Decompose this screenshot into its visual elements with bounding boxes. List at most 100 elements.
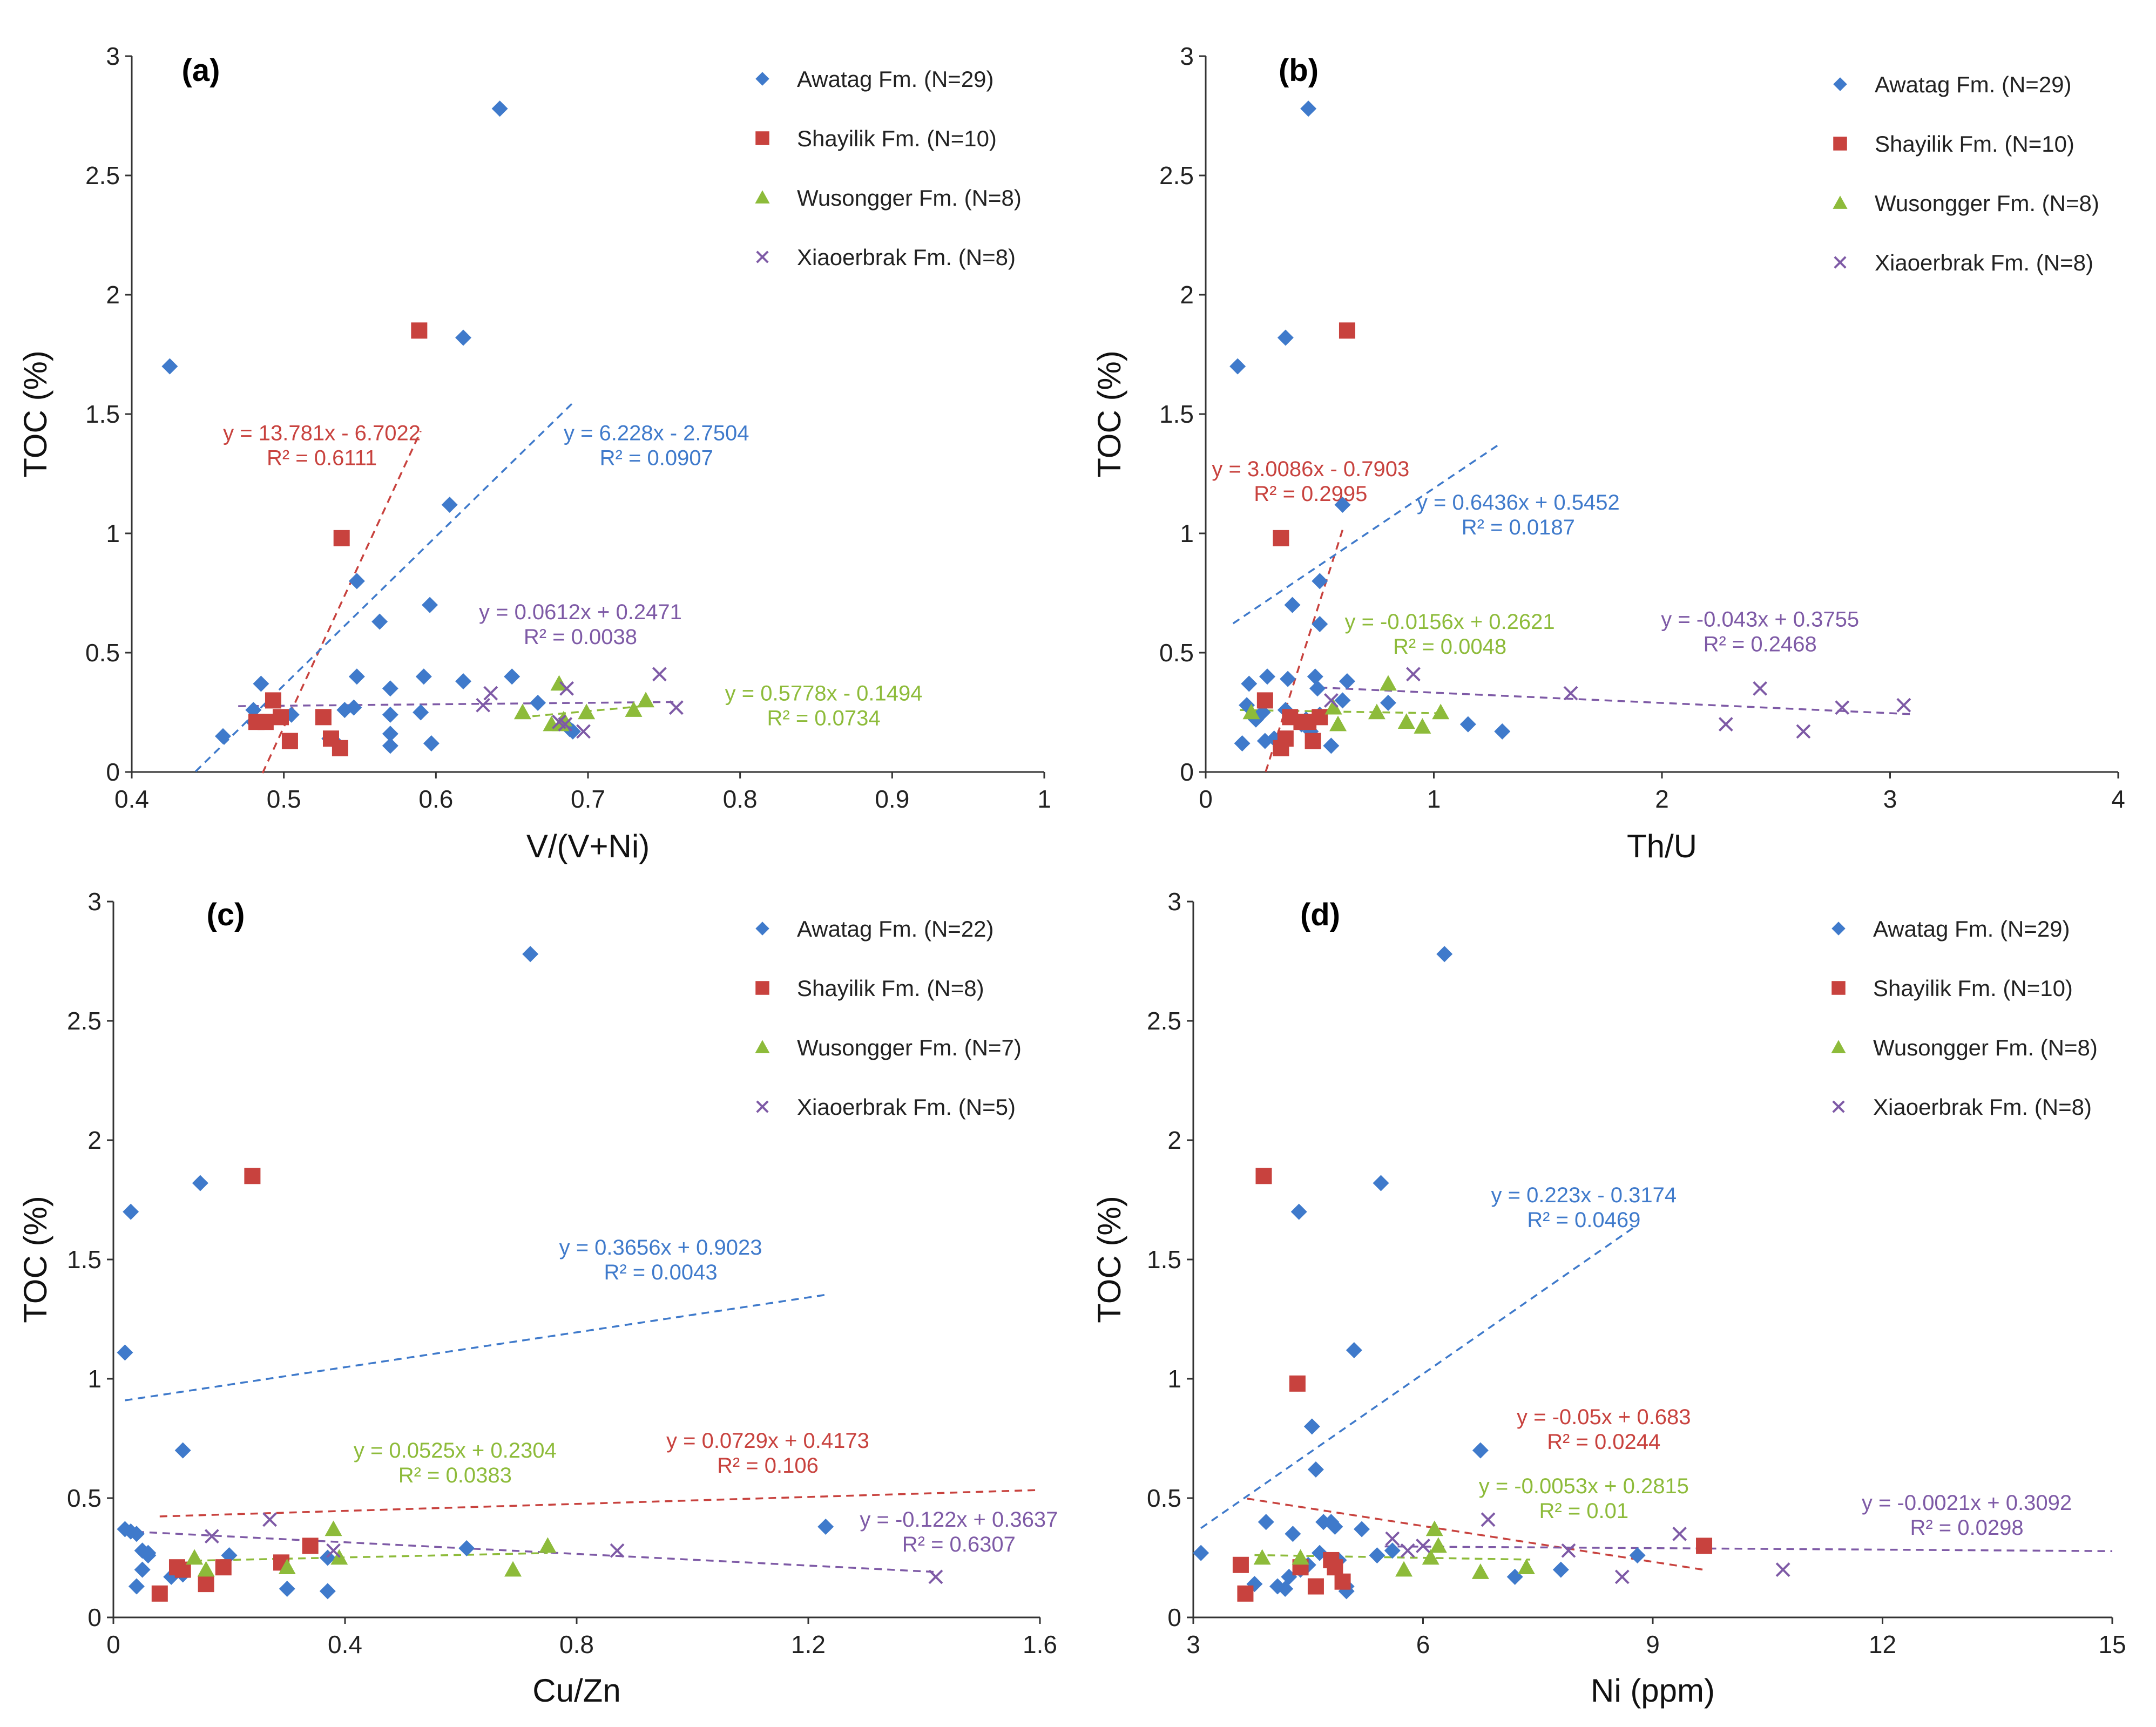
trendline-r2: R² = 0.0187 [1462, 516, 1575, 539]
data-point-xiaoerbrak [1563, 686, 1578, 701]
data-point-shayilik [1232, 1556, 1249, 1573]
data-point-wusongger [578, 703, 596, 720]
data-point-shayilik [1305, 733, 1321, 749]
y-tick-label: 1 [1180, 519, 1194, 547]
data-point-awatag [117, 1344, 133, 1361]
trendline-equation: y = -0.043x + 0.3755 [1661, 607, 1859, 631]
trendline-equation: y = 13.781x - 6.7022 [223, 422, 421, 445]
data-point-shayilik [215, 1559, 232, 1576]
series-wusongger [1253, 1520, 1535, 1579]
data-point-awatag [371, 613, 388, 630]
y-tick-label: 2.5 [1147, 1007, 1181, 1035]
data-point-xiaoerbrak [204, 1529, 219, 1544]
data-point-wusongger [1422, 1549, 1439, 1565]
data-point-awatag [1380, 694, 1396, 711]
data-point-awatag [1229, 358, 1246, 375]
chart-panel-2: 0 0.5 1 1.5 2 2.5 3 0 1 2 3 4 Th/U TOC (%) (b) y = 3.00… [1091, 42, 2125, 864]
x-tick-label: 0.4 [328, 1630, 362, 1658]
data-point-awatag [1339, 673, 1355, 690]
trendline-awatag [195, 402, 574, 773]
data-point-shayilik [1339, 322, 1355, 339]
y-tick-label: 0.5 [67, 1484, 102, 1512]
trendline-xiaoerbrak [1384, 1545, 2113, 1553]
data-point-awatag [319, 1583, 336, 1600]
trendline-r2: R² = 0.106 [717, 1454, 819, 1478]
x-tick-label: 1.2 [791, 1630, 826, 1658]
data-point-awatag [1334, 496, 1351, 513]
data-point-xiaoerbrak [1406, 667, 1421, 682]
data-point-awatag [1280, 671, 1296, 687]
data-point-awatag [1312, 573, 1328, 590]
data-point-awatag [1629, 1547, 1646, 1564]
data-point-shayilik [1300, 714, 1317, 730]
legend-marker-shayilik [755, 981, 769, 995]
trendline-equation: y = -0.05x + 0.683 [1517, 1405, 1691, 1429]
legend-label: Shayilik Fm. (N=10) [1873, 976, 2073, 1001]
x-axis-label: V/(V+Ni) [526, 828, 650, 864]
legend-label: Awatag Fm. (N=29) [1875, 72, 2072, 97]
y-tick-label: 2.5 [67, 1007, 102, 1035]
y-tick-label: 0 [1180, 758, 1194, 786]
data-point-awatag [1459, 716, 1476, 733]
y-tick-label: 1.5 [1159, 400, 1194, 428]
x-tick-label: 4 [2111, 785, 2125, 813]
x-axis-label: Th/U [1627, 828, 1697, 864]
trendline-equation: y = 6.228x - 2.7504 [564, 422, 749, 445]
data-point-wusongger [539, 1537, 557, 1553]
data-point-wusongger [1380, 675, 1397, 691]
data-point-wusongger [1395, 1561, 1413, 1577]
data-point-wusongger [637, 692, 655, 708]
trendline-equation: y = -0.0156x + 0.2621 [1344, 610, 1555, 634]
data-point-awatag [415, 668, 432, 685]
x-tick-label: 0.4 [114, 785, 149, 813]
data-point-awatag [504, 668, 521, 685]
data-point-wusongger [1432, 703, 1450, 720]
trendline-r2: R² = 0.0043 [604, 1261, 717, 1284]
data-point-shayilik [248, 714, 265, 730]
x-tick-label: 0.8 [559, 1630, 594, 1658]
legend-label: Xiaoerbrak Fm. (N=5) [797, 1094, 1016, 1120]
y-tick-label: 2 [87, 1126, 102, 1154]
data-point-xiaoerbrak [1385, 1531, 1400, 1546]
legend-label: Xiaoerbrak Fm. (N=8) [1873, 1094, 2092, 1120]
data-point-wusongger [1517, 1559, 1535, 1574]
data-point-shayilik [302, 1538, 319, 1554]
data-point-awatag [1312, 615, 1328, 632]
data-point-awatag [1258, 1514, 1274, 1530]
data-point-awatag [123, 1203, 139, 1220]
data-point-shayilik [265, 692, 281, 709]
trendline-wusongger [194, 1552, 548, 1562]
data-point-awatag [1346, 1342, 1362, 1358]
trendline-r2: R² = 0.0907 [600, 446, 713, 470]
trendline-equation: y = -0.122x + 0.3637 [860, 1508, 1058, 1532]
trendline-equation: y = 0.0525x + 0.2304 [354, 1439, 557, 1462]
data-point-awatag [441, 496, 458, 513]
data-point-xiaoerbrak [610, 1543, 625, 1558]
legend-label: Wusongger Fm. (N=8) [1873, 1035, 2098, 1060]
data-point-wusongger [1429, 1537, 1447, 1553]
x-tick-label: 0 [106, 1630, 120, 1658]
y-tick-label: 3 [1180, 42, 1194, 70]
trendline-r2: R² = 0.0244 [1547, 1430, 1660, 1454]
data-point-awatag [140, 1545, 157, 1561]
data-point-awatag [382, 726, 398, 742]
y-tick-label: 0.5 [1147, 1484, 1181, 1512]
data-point-xiaoerbrak [1835, 700, 1850, 715]
data-point-wusongger [1329, 715, 1347, 732]
data-point-awatag [161, 358, 178, 375]
data-point-shayilik [1273, 740, 1289, 756]
trendline-shayilik [159, 1489, 1040, 1518]
data-point-xiaoerbrak [928, 1569, 943, 1584]
data-point-awatag [1234, 735, 1251, 751]
y-tick-label: 0 [106, 758, 120, 786]
y-tick-label: 3 [106, 42, 120, 70]
legend-label: Wusongger Fm. (N=7) [797, 1035, 1022, 1060]
data-point-xiaoerbrak [576, 724, 591, 739]
legend-marker-xiaoerbrak [756, 1100, 769, 1113]
y-tick-label: 0 [87, 1603, 102, 1631]
y-tick-label: 1.5 [67, 1245, 102, 1274]
panel-tag: (b) [1279, 53, 1319, 88]
legend-label: Shayilik Fm. (N=10) [797, 126, 997, 151]
trendline-equation: y = 0.223x - 0.3174 [1491, 1183, 1677, 1207]
